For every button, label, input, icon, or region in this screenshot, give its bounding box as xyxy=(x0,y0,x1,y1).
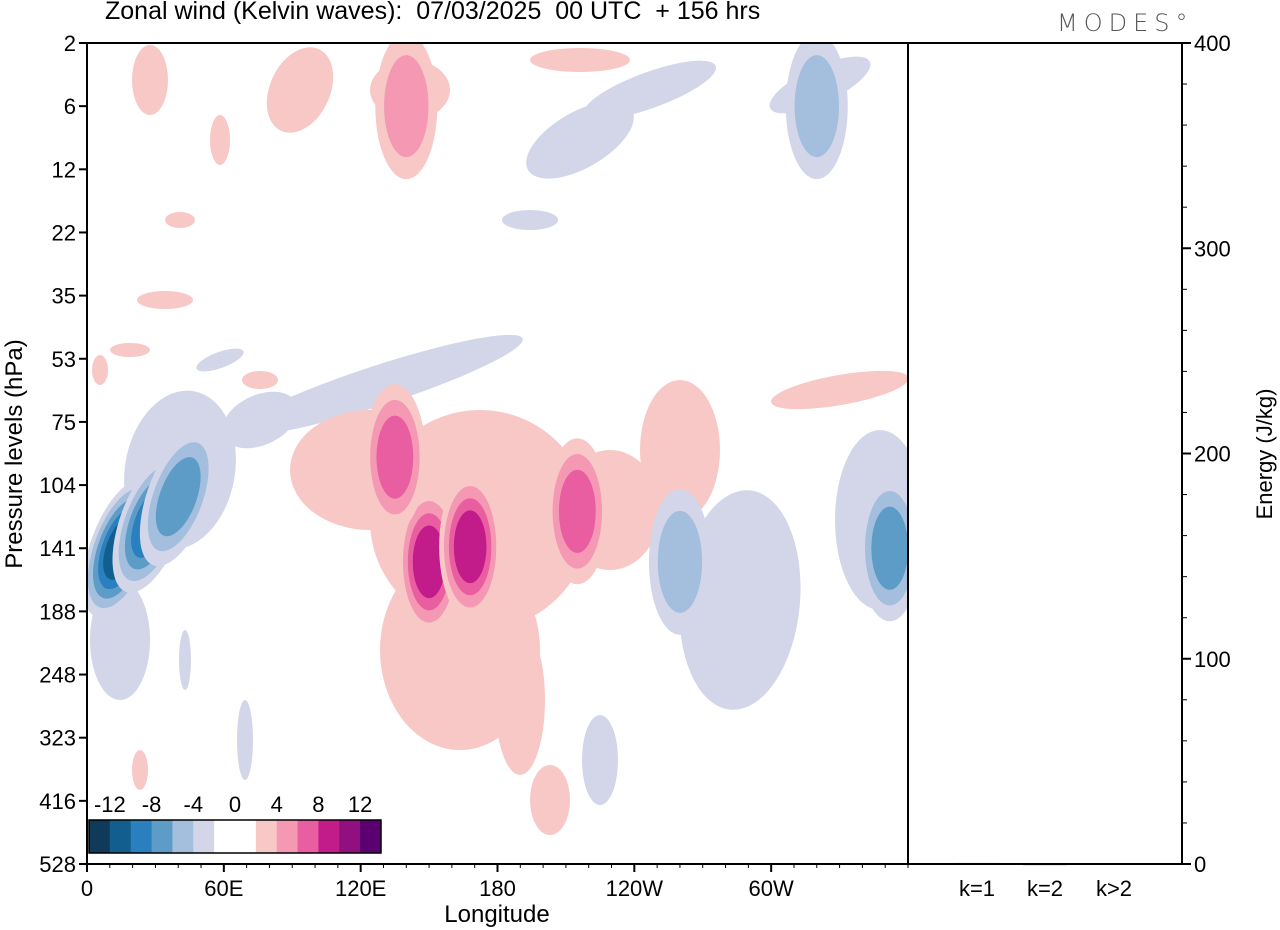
anomaly-contour xyxy=(376,415,414,499)
colorbar-swatch xyxy=(318,820,340,853)
energy-tick-label: 0 xyxy=(1194,852,1206,877)
negative-contour xyxy=(237,700,253,780)
y-tick-label: 53 xyxy=(52,347,76,372)
energy-axis: 0 100 200 300 400 xyxy=(1182,31,1231,877)
positive-contour xyxy=(771,370,908,410)
colorbar-frame xyxy=(88,819,382,854)
colorbar-swatch xyxy=(109,820,132,853)
positive-contour xyxy=(242,371,278,389)
colorbar-swatch xyxy=(214,820,236,853)
x-tick-label: 0 xyxy=(81,876,93,901)
colorbar-label: -4 xyxy=(184,792,204,817)
y-tick-label: 75 xyxy=(52,410,76,435)
anomaly-contour xyxy=(453,510,487,584)
positive-contour xyxy=(530,765,570,835)
x-tick-label: 120E xyxy=(335,876,386,901)
colorbar-label: 0 xyxy=(229,792,241,817)
colorbar-swatch xyxy=(172,820,194,853)
x-tick-label: 60W xyxy=(749,876,794,901)
colorbar-label: 8 xyxy=(312,792,324,817)
energy-tick-label: 200 xyxy=(1194,442,1231,467)
energy-category-label: k=1 xyxy=(959,876,995,901)
wind-field xyxy=(87,43,908,835)
positive-contour xyxy=(530,48,630,72)
y-axis-label: Pressure levels (hPa) xyxy=(1,339,28,568)
colorbar-swatch xyxy=(89,820,111,853)
energy-tick-label: 100 xyxy=(1194,647,1231,672)
positive-contour xyxy=(495,625,545,775)
y-tick-label: 6 xyxy=(64,94,76,119)
energy-category-label: k>2 xyxy=(1096,876,1132,901)
colorbar-swatch xyxy=(276,820,299,853)
negative-contour xyxy=(222,391,298,449)
chart-title: Zonal wind (Kelvin waves): 07/03/2025 00… xyxy=(105,0,761,25)
negative-contour xyxy=(582,715,618,805)
positive-contour xyxy=(266,47,334,133)
energy-bar xyxy=(1092,863,1136,865)
y-tick-label: 35 xyxy=(52,284,76,309)
anomaly-contour xyxy=(412,525,446,599)
colorbar-swatch xyxy=(360,820,382,853)
negative-contour xyxy=(502,210,558,230)
colorbar-label: -8 xyxy=(142,792,162,817)
anomaly-contour xyxy=(871,506,908,590)
negative-contour xyxy=(237,334,523,436)
anomaly-contour xyxy=(558,469,596,553)
x-tick-label: 60E xyxy=(204,876,243,901)
y-tick-label: 248 xyxy=(39,663,76,688)
anomaly-contour xyxy=(657,510,703,613)
y-tick-label: 12 xyxy=(52,157,76,182)
energy-bars: k=1 k=2 k>2 xyxy=(955,862,1136,901)
negative-contour xyxy=(196,348,244,372)
colorbar-swatch xyxy=(130,820,153,853)
pressure-axis: 2 6 12 22 35 53 75 104 141 188 248 323 416 528 xyxy=(39,31,87,877)
x-tick-label: 120W xyxy=(606,876,664,901)
energy-category-label: k=2 xyxy=(1027,876,1063,901)
positive-contour xyxy=(165,212,195,228)
brand-logo: MODES° xyxy=(1057,9,1194,37)
energy-bar xyxy=(955,862,999,865)
y-tick-label: 141 xyxy=(39,536,76,561)
anomaly-contour xyxy=(155,457,201,537)
longitude-axis: 0 60E 120E 180 120W 60W xyxy=(81,864,909,901)
negative-contour xyxy=(526,101,634,179)
positive-contour xyxy=(640,380,720,520)
energy-axis-label: Energy (J/kg) xyxy=(1252,389,1277,520)
positive-contour xyxy=(110,343,150,357)
colorbar-label: -12 xyxy=(94,792,126,817)
energy-bar xyxy=(1023,863,1067,866)
y-tick-label: 528 xyxy=(39,852,76,877)
anomaly-contour xyxy=(384,55,429,158)
positive-contour xyxy=(132,45,168,115)
colorbar-swatch xyxy=(235,820,257,853)
colorbar-swatch xyxy=(255,820,278,853)
positive-contour xyxy=(137,291,193,309)
colorbar-swatch xyxy=(151,820,173,853)
y-tick-label: 323 xyxy=(39,726,76,751)
x-axis-label: Longitude xyxy=(444,901,549,928)
colorbar-label: 12 xyxy=(348,792,372,817)
energy-plot-frame xyxy=(907,42,1183,865)
y-tick-label: 104 xyxy=(39,473,76,498)
y-tick-label: 188 xyxy=(39,599,76,624)
colorbar-swatch xyxy=(339,820,361,853)
anomaly-contour xyxy=(794,55,839,158)
colorbar-label: 4 xyxy=(271,792,283,817)
energy-tick-label: 300 xyxy=(1194,236,1231,261)
y-tick-label: 416 xyxy=(39,789,76,814)
negative-contour xyxy=(583,60,717,120)
colorbar-swatch xyxy=(193,820,215,853)
positive-contour xyxy=(132,750,148,790)
positive-contour xyxy=(210,115,230,165)
negative-contour xyxy=(179,630,191,690)
colorbar-swatch xyxy=(297,820,319,853)
y-tick-label: 22 xyxy=(52,220,76,245)
x-tick-label: 180 xyxy=(479,876,516,901)
positive-contour xyxy=(92,355,108,385)
y-tick-label: 2 xyxy=(64,31,76,56)
colorbar: -12 -8 -4 0 4 8 12 xyxy=(88,792,382,854)
energy-tick-label: 400 xyxy=(1194,31,1231,56)
